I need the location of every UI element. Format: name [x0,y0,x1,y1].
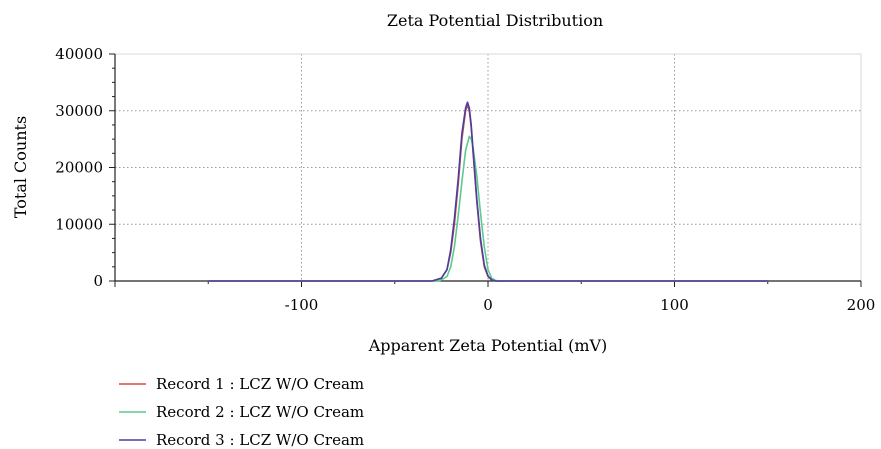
x-tick-label: 200 [847,296,876,314]
chart-title: Zeta Potential Distribution [387,11,603,30]
x-tick-label: -100 [285,296,319,314]
tick-labels: 0 10000 20000 30000 40000 -100 0 100 200 [55,45,875,314]
legend-label-1: Record 1 : LCZ W/O Cream [156,375,364,393]
x-tick-label: 0 [483,296,493,314]
grid-lines [115,53,861,281]
x-axis-label: Apparent Zeta Potential (mV) [368,336,608,355]
series-line-2 [208,135,768,282]
series-group [208,101,768,282]
y-tick-label: 40000 [55,45,103,63]
y-tick-label: 30000 [55,102,103,120]
legend-label-3: Record 3 : LCZ W/O Cream [156,431,364,449]
legend: Record 1 : LCZ W/O Cream Record 2 : LCZ W… [119,375,364,449]
y-axis-label: Total Counts [11,116,30,218]
x-tick-label: 100 [660,296,689,314]
series-line-3 [208,101,768,282]
y-tick-label: 10000 [55,215,103,233]
y-tick-label: 0 [93,272,103,290]
legend-label-2: Record 2 : LCZ W/O Cream [156,403,364,421]
y-tick-label: 20000 [55,159,103,177]
